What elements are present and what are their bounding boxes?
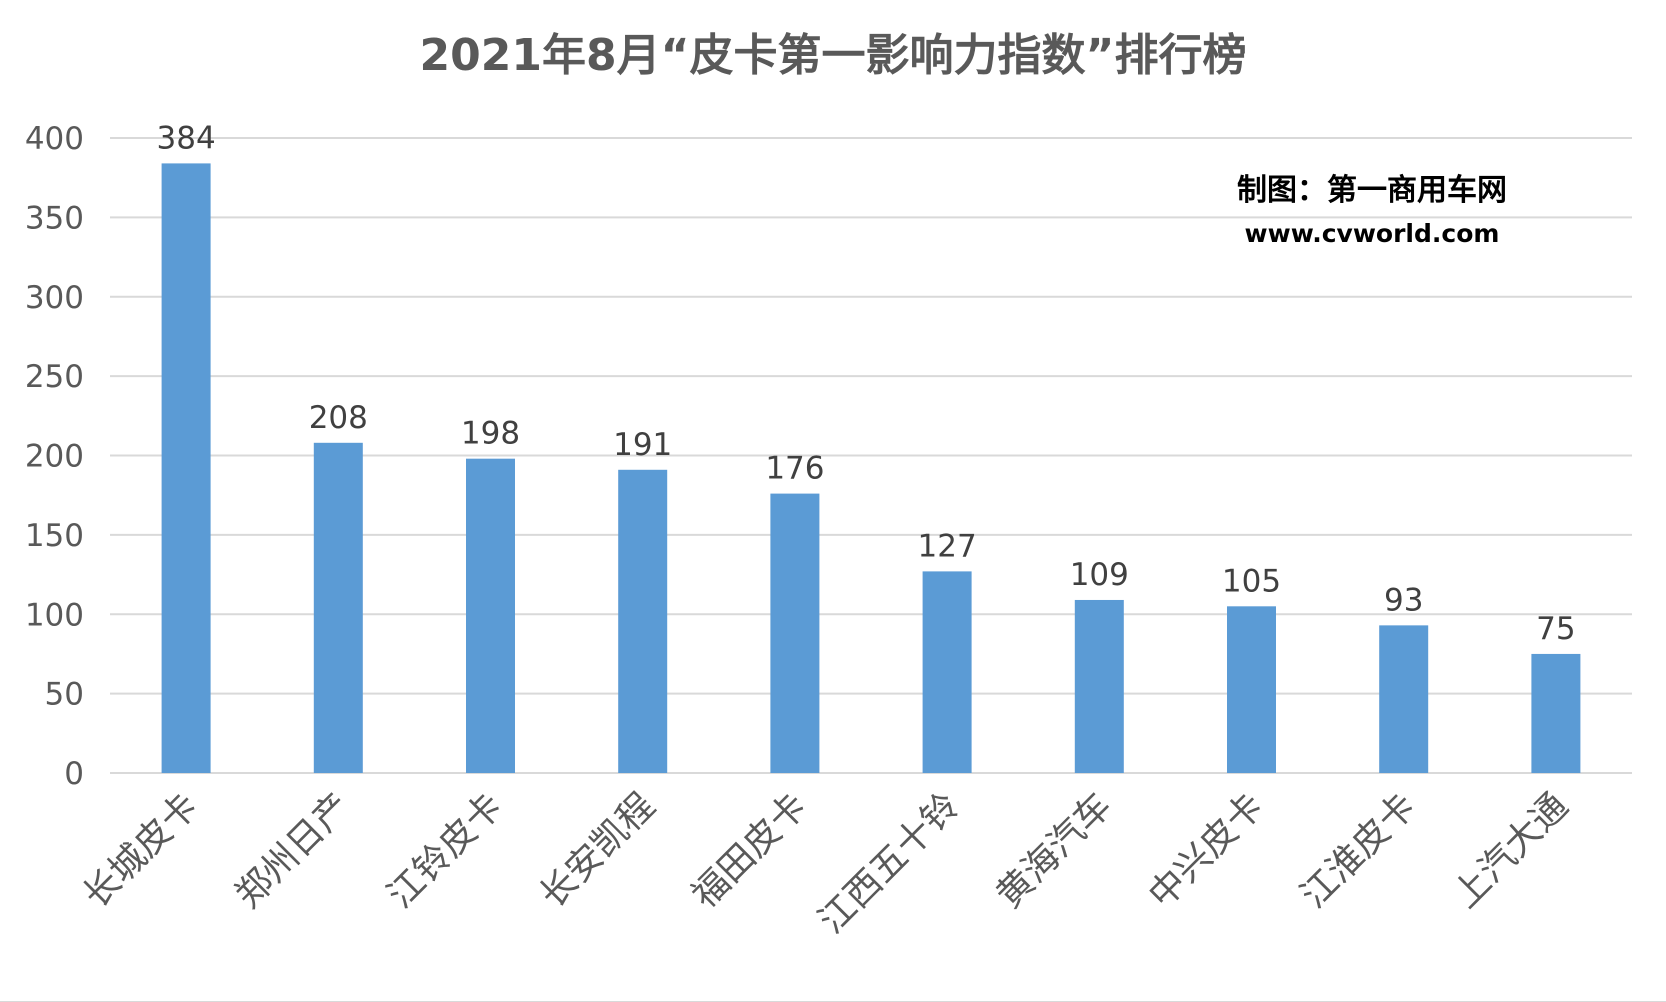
bar <box>1379 625 1429 773</box>
x-tick-label: 江西五十铃 <box>811 785 967 941</box>
x-tick-label: 郑州日产 <box>228 785 359 916</box>
y-tick-label: 250 <box>25 359 84 395</box>
data-label: 105 <box>1222 563 1281 599</box>
x-tick-label: 上汽大通 <box>1445 785 1576 916</box>
bar <box>1531 653 1581 773</box>
x-tick-label: 江铃皮卡 <box>380 785 511 916</box>
x-tick-label: 中兴皮卡 <box>1141 785 1272 916</box>
bar <box>466 458 515 773</box>
bars <box>161 163 1581 773</box>
y-tick-label: 100 <box>25 597 84 633</box>
y-tick-label: 0 <box>64 756 84 792</box>
data-label: 75 <box>1536 611 1575 647</box>
bar <box>770 493 820 773</box>
x-tick-label: 长城皮卡 <box>76 785 207 916</box>
data-label: 176 <box>765 451 824 487</box>
x-tick-label: 长安凯程 <box>532 785 663 916</box>
data-labels: 384 208 198 191 176 127 109 105 93 75 <box>157 120 1576 647</box>
bar <box>161 163 211 773</box>
data-label: 191 <box>613 427 672 463</box>
y-tick-label: 300 <box>25 280 84 316</box>
x-tick-label: 福田皮卡 <box>684 785 815 916</box>
data-label: 109 <box>1070 557 1129 593</box>
x-tick-label: 江淮皮卡 <box>1293 785 1424 916</box>
y-tick-label: 200 <box>25 439 84 475</box>
y-tick-label: 350 <box>25 200 84 236</box>
data-label: 93 <box>1384 582 1423 618</box>
bar <box>313 442 363 773</box>
y-axis: 0 50 100 150 200 250 300 350 400 <box>25 121 84 792</box>
data-label: 208 <box>309 400 368 436</box>
bar <box>1074 599 1124 773</box>
bar <box>1227 606 1276 773</box>
data-label: 198 <box>461 416 520 452</box>
watermark-url: www.cvworld.com <box>1245 219 1500 248</box>
y-tick-label: 50 <box>45 677 84 713</box>
x-tick-label: 黄海汽车 <box>989 785 1120 916</box>
data-label: 384 <box>157 120 216 156</box>
watermark-credit: 制图：第一商用车网 <box>1237 173 1507 208</box>
gridlines <box>110 137 1632 774</box>
y-tick-label: 400 <box>25 121 84 157</box>
bar <box>922 571 972 773</box>
y-tick-label: 150 <box>25 518 84 554</box>
chart-title: 2021年8月“皮卡第一影响力指数”排行榜 <box>420 30 1247 81</box>
bar <box>618 469 668 773</box>
data-label: 127 <box>918 528 977 564</box>
